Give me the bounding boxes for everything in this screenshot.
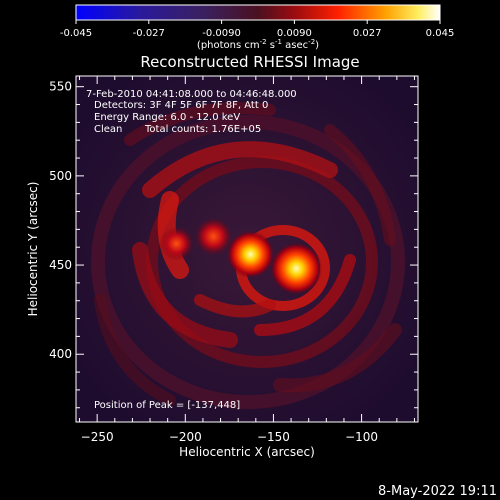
colorbar-ticks: -0.045 -0.027 -0.0090 0.0090 0.027 0.045 (60, 20, 454, 39)
y-tick-label: 550 (49, 80, 72, 94)
x-tick-label: −200 (169, 430, 202, 444)
x-tick-label: −100 (345, 430, 378, 444)
colorbar-units: (photons cm-2 s-1 asec-2) (197, 38, 319, 51)
chart-title: Reconstructed RHESSI Image (140, 53, 359, 71)
colorbar-tick-label: -0.027 (133, 28, 165, 39)
source-blob (194, 217, 233, 256)
colorbar-tick-label: -0.045 (60, 28, 92, 39)
render-timestamp: 8-May-2022 19:11 (378, 484, 497, 499)
colorbar-tick-label: 0.045 (426, 28, 455, 39)
plot-frame (75, 75, 419, 423)
x-tick-label: −150 (257, 430, 290, 444)
x-tick-label: −250 (81, 430, 114, 444)
heatmap-image (76, 76, 418, 422)
source-blob (159, 226, 194, 261)
annotation-block: 7-Feb-2010 04:41:08.000 to 04:46:48.000 … (86, 89, 297, 411)
colorbar-tick-label: -0.0090 (202, 28, 241, 39)
source-blob (270, 242, 323, 295)
source-blob (226, 230, 275, 278)
colorbar (75, 4, 441, 21)
colorbar-tick-label: 0.0090 (277, 28, 312, 39)
annotation-peak: Position of Peak = [-137,448] (94, 400, 240, 411)
y-axis-ticks: 400 450 500 550 (49, 80, 418, 409)
y-axis-label: Heliocentric Y (arcsec) (26, 182, 40, 317)
colorbar-tick-label: 0.027 (353, 28, 382, 39)
annotation-detectors: Detectors: 3F 4F 5F 6F 7F 8F, Att 0 (94, 100, 268, 111)
y-tick-label: 450 (49, 258, 72, 272)
y-tick-label: 500 (49, 169, 72, 183)
annotation-energy: Energy Range: 6.0 - 12.0 keV (94, 112, 240, 123)
annotation-counts: Total counts: 1.76E+05 (144, 124, 261, 135)
annotation-time: 7-Feb-2010 04:41:08.000 to 04:46:48.000 (86, 89, 297, 100)
annotation-method: Clean (94, 124, 122, 135)
y-tick-label: 400 (49, 347, 72, 361)
x-axis-label: Heliocentric X (arcsec) (179, 445, 315, 459)
x-axis-ticks: −250 −200 −150 −100 (79, 76, 415, 444)
